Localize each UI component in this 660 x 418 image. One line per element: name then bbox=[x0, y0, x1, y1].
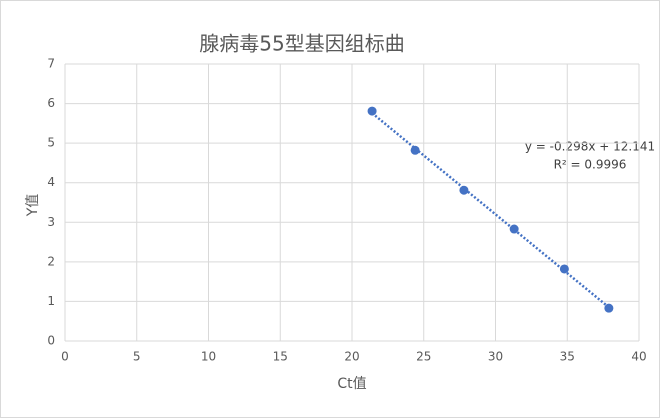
r-squared: R² = 0.9996 bbox=[554, 158, 627, 172]
y-tick-label: 4 bbox=[47, 175, 55, 189]
data-point bbox=[459, 185, 469, 195]
y-tick-label: 5 bbox=[47, 136, 55, 150]
y-tick-label: 0 bbox=[47, 334, 55, 348]
data-point bbox=[410, 145, 420, 155]
trend-equation: y = -0.298x + 12.141 bbox=[525, 140, 655, 154]
y-tick-label: 1 bbox=[47, 294, 55, 308]
y-tick-label: 3 bbox=[47, 215, 55, 229]
x-tick-label: 25 bbox=[416, 350, 431, 364]
y-tick-label: 2 bbox=[47, 254, 55, 268]
data-point bbox=[604, 303, 614, 313]
x-tick-label: 35 bbox=[560, 350, 575, 364]
x-tick-label: 20 bbox=[344, 350, 359, 364]
data-point bbox=[367, 106, 377, 116]
x-tick-label: 15 bbox=[273, 350, 288, 364]
x-tick-label: 0 bbox=[61, 350, 69, 364]
x-tick-label: 5 bbox=[133, 350, 141, 364]
x-axis-title: Ct值 bbox=[337, 376, 366, 392]
data-point bbox=[509, 224, 519, 234]
trendline bbox=[371, 112, 610, 309]
y-axis-title: Y值 bbox=[25, 194, 41, 218]
x-tick-label: 30 bbox=[488, 350, 503, 364]
y-tick-label: 6 bbox=[47, 96, 55, 110]
data-point bbox=[559, 264, 569, 274]
chart-title: 腺病毒55型基因组标曲 bbox=[199, 32, 404, 56]
y-tick-label: 7 bbox=[47, 57, 55, 71]
x-tick-label: 10 bbox=[201, 350, 216, 364]
x-tick-label: 40 bbox=[631, 350, 646, 364]
